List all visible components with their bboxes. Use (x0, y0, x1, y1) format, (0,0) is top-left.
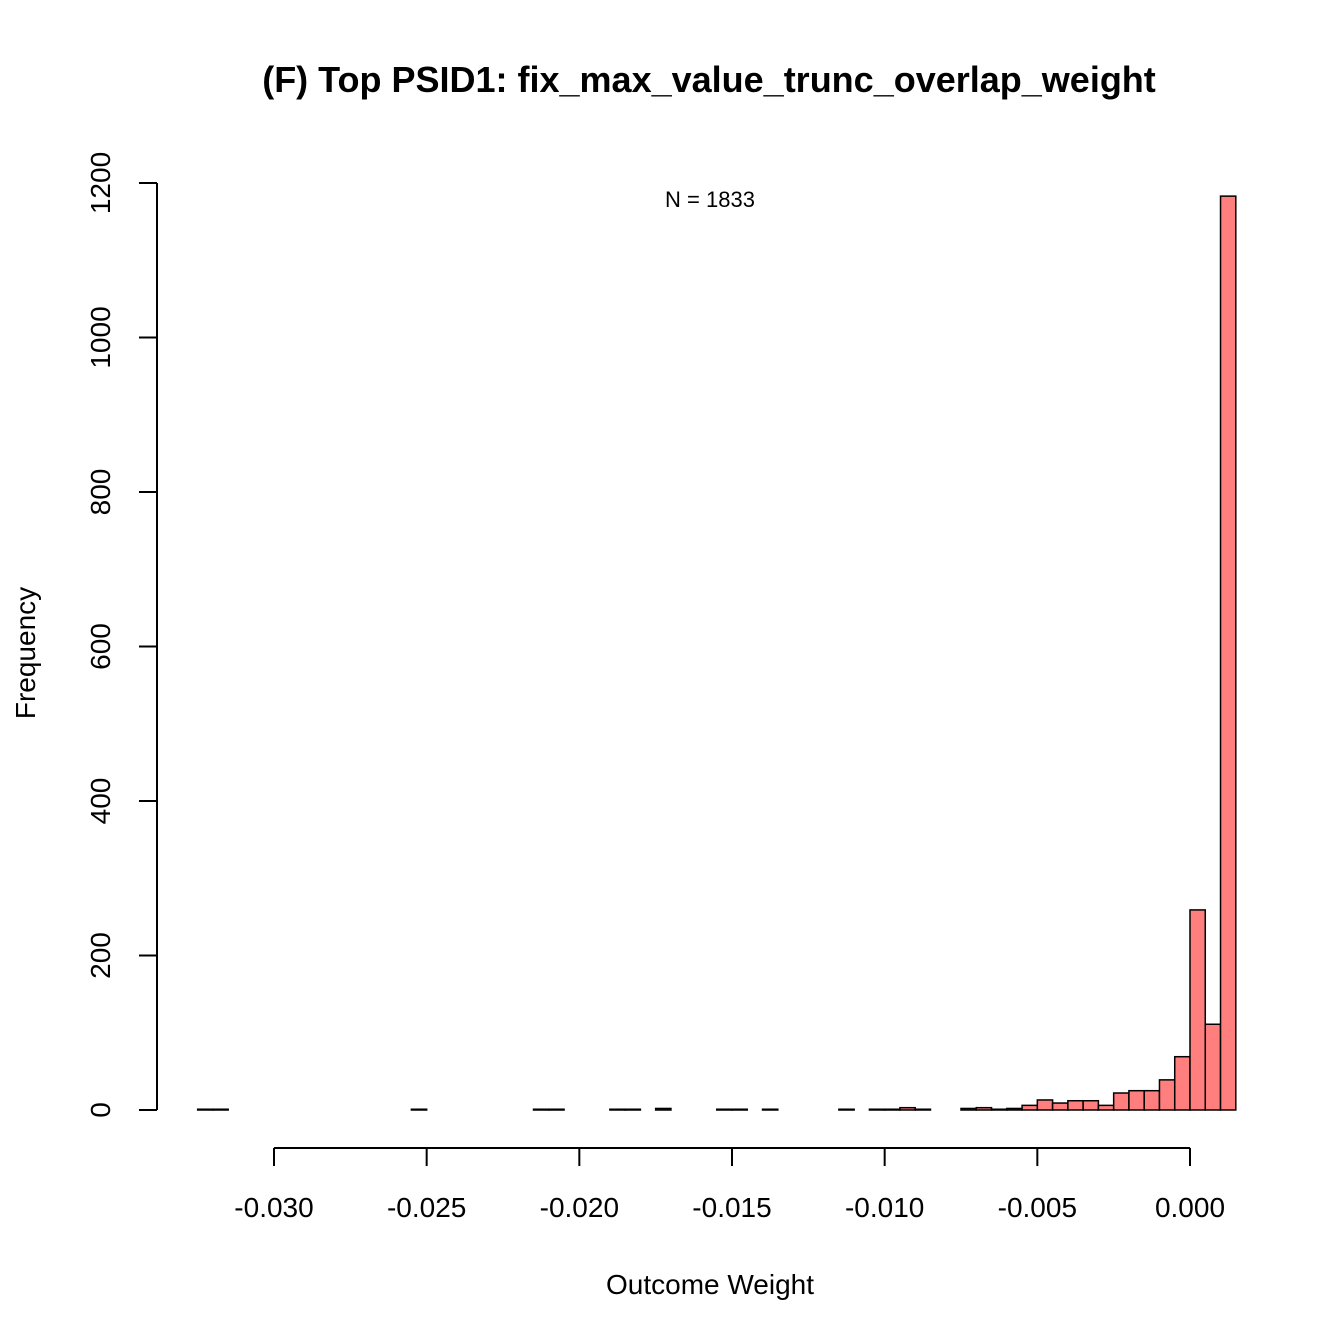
histogram-bar (899, 1106, 916, 1111)
x-tick-label: -0.020 (540, 1192, 619, 1223)
histogram-bar (624, 1108, 642, 1111)
histogram-bar (960, 1107, 978, 1111)
y-tick-label: 1000 (85, 306, 116, 368)
histogram-bar (1082, 1099, 1100, 1111)
histogram-bar (1006, 1107, 1023, 1111)
x-axis: -0.030 -0.025 -0.020 -0.015 -0.010 -0.005 0.00… (234, 1147, 1225, 1223)
x-tick-label: 0.000 (1155, 1192, 1225, 1223)
histogram-bar (1067, 1099, 1084, 1111)
histogram-bar (532, 1108, 550, 1111)
histogram-bar (609, 1108, 626, 1111)
histogram-bar (1097, 1104, 1115, 1111)
x-tick-label: -0.005 (998, 1192, 1077, 1223)
y-axis-label: Frequency (10, 587, 41, 719)
histogram-bar (548, 1108, 565, 1111)
x-tick-label: -0.015 (692, 1192, 771, 1223)
histogram-bar (731, 1108, 749, 1111)
histogram-bar (196, 1108, 214, 1111)
histogram-bar (883, 1108, 901, 1111)
chart-annotation: N = 1833 (665, 187, 755, 212)
histogram-bar (715, 1108, 733, 1111)
x-tick-label: -0.025 (387, 1192, 466, 1223)
histogram-bar (1189, 909, 1207, 1111)
histogram-bar (1036, 1099, 1054, 1111)
y-tick-label: 1200 (85, 152, 116, 214)
histogram-bar (838, 1108, 855, 1111)
x-axis-label: Outcome Weight (606, 1269, 814, 1300)
histogram-bar (975, 1106, 993, 1111)
histogram-bar (868, 1108, 886, 1111)
histogram-bar (1158, 1079, 1176, 1111)
y-tick-label: 600 (85, 623, 116, 670)
histogram-bar (1219, 195, 1237, 1111)
histogram-bar (212, 1108, 229, 1111)
histogram-bar (410, 1108, 428, 1111)
y-tick-label: 200 (85, 932, 116, 979)
x-tick-label: -0.010 (845, 1192, 924, 1223)
histogram-bar (914, 1108, 932, 1111)
histogram-bar (1021, 1104, 1039, 1111)
y-axis: 0 200 400 600 800 1000 1200 (85, 152, 158, 1118)
histogram-bar (1143, 1089, 1161, 1111)
bars-group (196, 195, 1237, 1111)
x-tick-label: -0.030 (234, 1192, 313, 1223)
histogram-bar (1128, 1089, 1145, 1111)
chart-title: (F) Top PSID1: fix_max_value_trunc_overl… (262, 59, 1156, 100)
y-tick-label: 800 (85, 469, 116, 516)
histogram-bar (1204, 1023, 1222, 1111)
histogram-bar (1112, 1092, 1130, 1111)
histogram-bar (654, 1107, 672, 1111)
y-tick-label: 0 (85, 1102, 116, 1118)
histogram-bar (761, 1108, 779, 1111)
histogram-bar (1173, 1055, 1191, 1111)
y-tick-label: 400 (85, 778, 116, 825)
histogram-bar (990, 1108, 1008, 1111)
histogram-bar (1051, 1102, 1069, 1111)
